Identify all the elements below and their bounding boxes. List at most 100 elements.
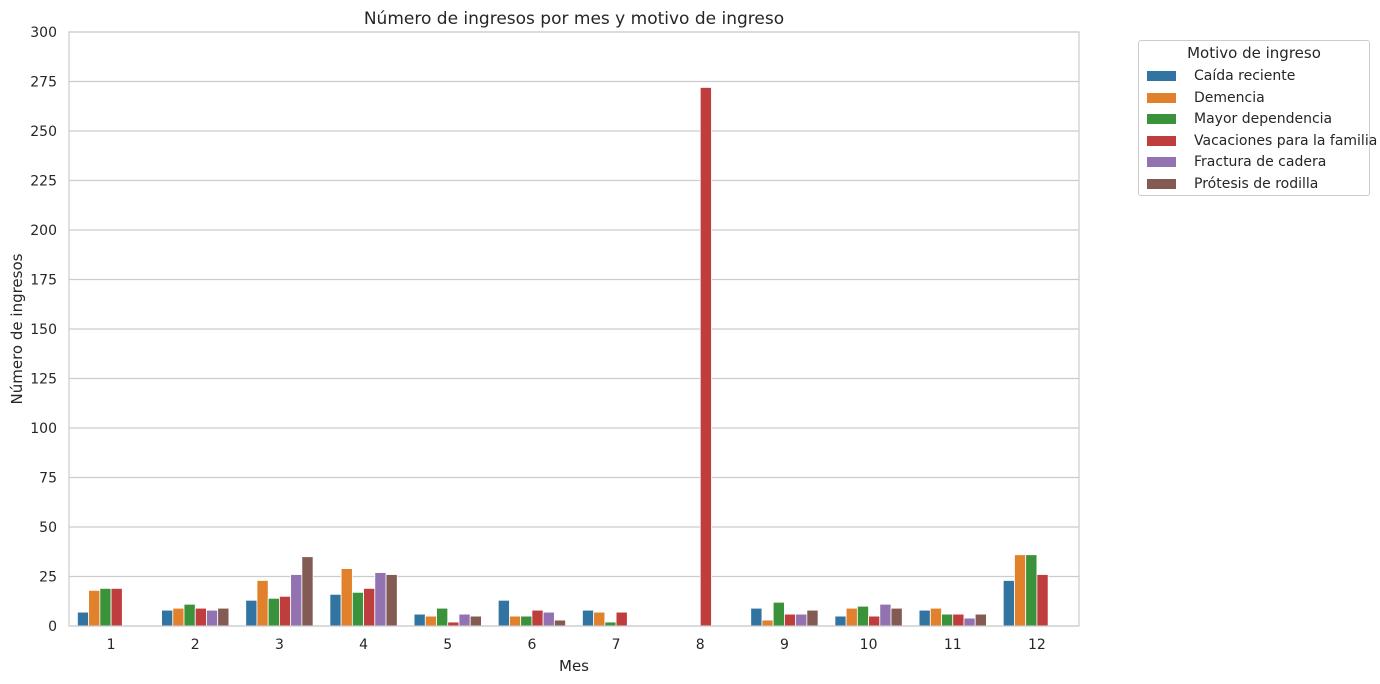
bar: [340, 568, 353, 627]
x-tick-label: 6: [527, 637, 536, 653]
bar: [929, 607, 942, 627]
bar: [374, 572, 387, 627]
x-tick-label: 2: [191, 637, 200, 653]
bar: [1025, 554, 1038, 627]
bar: [750, 607, 763, 627]
bar: [974, 613, 987, 627]
legend-label: Mayor dependencia: [1194, 111, 1333, 127]
x-tick-label: 12: [1028, 637, 1046, 653]
legend-item-mayor-dependencia: Mayor dependencia: [1147, 110, 1332, 128]
bar: [868, 615, 881, 627]
bar: [279, 595, 292, 627]
x-tick-label: 11: [944, 637, 962, 653]
y-tick-label: 250: [30, 124, 57, 140]
bar: [424, 615, 437, 627]
bar: [699, 87, 712, 627]
bars: [77, 87, 1049, 627]
x-tick-label: 10: [860, 637, 878, 653]
y-tick-label: 225: [30, 174, 57, 190]
legend-swatch: [1147, 178, 1176, 189]
bar: [582, 609, 595, 627]
bar: [509, 615, 522, 627]
bar: [784, 613, 797, 627]
bar: [772, 601, 785, 627]
bar: [77, 611, 90, 627]
legend-swatch: [1147, 114, 1176, 124]
bar: [206, 609, 219, 627]
bar: [806, 609, 819, 627]
bar: [469, 615, 482, 627]
y-tick-label: 0: [48, 619, 57, 635]
bar: [553, 619, 566, 627]
legend-label: Demencia: [1194, 89, 1265, 106]
bar: [385, 574, 398, 627]
bar: [99, 587, 112, 627]
bar: [351, 591, 364, 627]
legend-item-caida-reciente: Caída reciente: [1147, 67, 1295, 85]
legend-swatch: [1147, 92, 1176, 103]
y-axis-label: Número de ingresos: [8, 253, 26, 404]
y-tick-label: 125: [30, 372, 57, 388]
bar: [301, 556, 314, 627]
legend-item-demencia: Demencia: [1147, 89, 1265, 107]
legend-swatch: [1147, 71, 1176, 81]
bar: [497, 599, 510, 627]
bar: [1014, 554, 1027, 627]
bar: [329, 593, 342, 627]
bar: [363, 587, 376, 627]
bar: [183, 603, 196, 627]
bar: [194, 607, 207, 627]
plot-frame: [68, 31, 1080, 627]
bar: [963, 617, 976, 627]
legend-item-fractura-de-cadera: Fractura de cadera: [1147, 153, 1326, 171]
legend-label: Fractura de cadera: [1194, 154, 1327, 170]
bar: [458, 613, 471, 627]
bar: [413, 613, 426, 627]
x-tick-label: 5: [443, 637, 452, 653]
x-tick-label: 7: [612, 637, 621, 653]
legend-title: Motivo de ingreso: [1187, 44, 1321, 62]
y-tick-label: 175: [30, 273, 57, 289]
bar: [856, 605, 869, 627]
legend-swatch: [1147, 157, 1176, 167]
legend-label: Caída reciente: [1194, 68, 1296, 84]
legend-item-protesis-de-rodilla: Prótesis de rodilla: [1147, 175, 1318, 193]
bar: [436, 607, 449, 627]
bar: [845, 607, 858, 627]
x-tick-label: 4: [359, 637, 368, 653]
bar: [290, 574, 303, 627]
bar: [1036, 574, 1049, 627]
bar: [593, 611, 606, 627]
x-tick-label: 8: [696, 637, 705, 653]
legend-label: Prótesis de rodilla: [1194, 175, 1319, 192]
y-tick-labels: 0 25 50 75 100 125 150 175 200 225 250 275 300: [30, 25, 57, 635]
x-tick-labels: 1 2 3 4 5 6 7 8 9 10 11 12: [107, 637, 1046, 653]
bar: [1002, 580, 1015, 627]
y-tick-label: 200: [30, 223, 57, 239]
bar: [834, 615, 847, 627]
legend: Motivo de ingreso Caída reciente Demenci…: [1138, 40, 1377, 196]
y-tick-label: 50: [39, 520, 57, 536]
x-axis-label: Mes: [559, 657, 589, 675]
bar: [890, 607, 903, 627]
bar: [918, 609, 931, 627]
bar: [245, 599, 258, 627]
bar: [256, 580, 269, 627]
y-tick-label: 150: [30, 322, 57, 338]
grid-lines: [69, 31, 1079, 627]
x-tick-label: 3: [275, 637, 284, 653]
legend-swatch: [1147, 135, 1176, 146]
legend-label: Vacaciones para la familia: [1194, 132, 1378, 149]
bar: [615, 611, 628, 627]
bar: [952, 613, 965, 627]
bar: [941, 613, 954, 627]
bar: [761, 619, 774, 627]
bar: [161, 609, 174, 627]
y-tick-label: 275: [30, 75, 57, 91]
y-tick-label: 75: [39, 471, 57, 487]
y-tick-label: 300: [30, 25, 57, 41]
y-tick-label: 100: [30, 421, 57, 437]
bar: [879, 603, 892, 627]
bar: [531, 609, 544, 627]
